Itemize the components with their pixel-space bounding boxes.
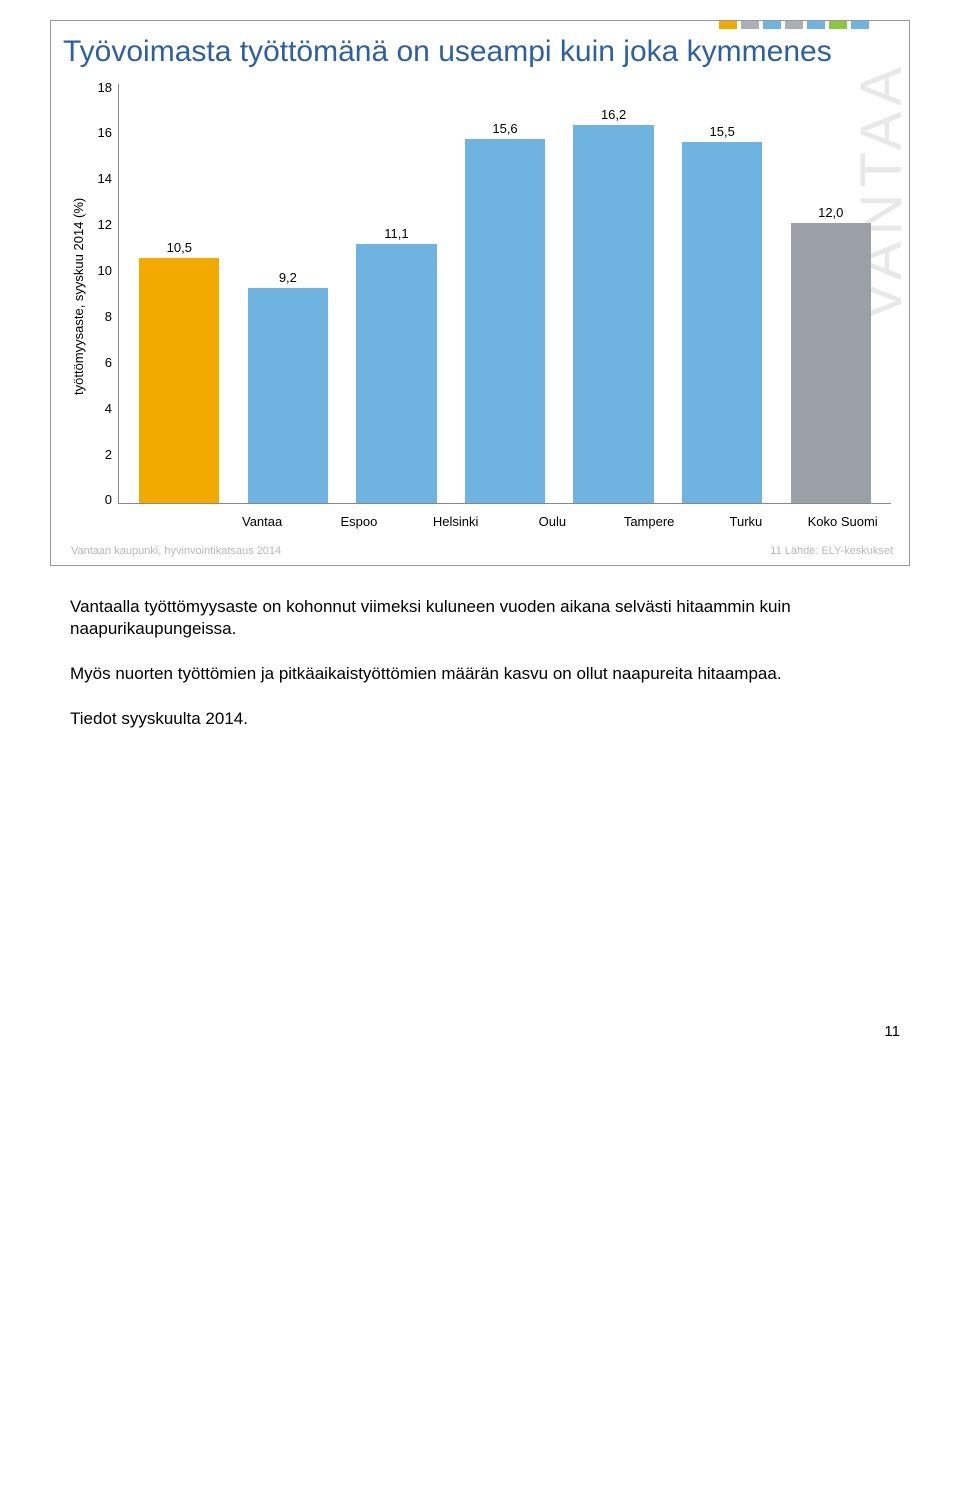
bar bbox=[139, 258, 219, 502]
bar-value-label: 15,6 bbox=[492, 121, 517, 136]
x-tick-label: Koko Suomi bbox=[794, 508, 891, 529]
strip-block bbox=[719, 21, 737, 29]
bar-slot: 12,0 bbox=[776, 84, 885, 503]
strip-block bbox=[763, 21, 781, 29]
y-tick-label: 6 bbox=[88, 355, 112, 370]
slide-frame: Työvoimasta työttömänä on useampi kuin j… bbox=[50, 20, 910, 566]
bar bbox=[248, 288, 328, 502]
slide-footer: Vantaan kaupunki, hyvinvointikatsaus 201… bbox=[59, 533, 901, 559]
strip-block bbox=[785, 21, 803, 29]
bar-slot: 16,2 bbox=[559, 84, 668, 503]
brand-color-strip bbox=[719, 21, 869, 29]
bar-slot: 10,5 bbox=[125, 84, 234, 503]
strip-block bbox=[807, 21, 825, 29]
bar-slot: 15,6 bbox=[451, 84, 560, 503]
slide-title: Työvoimasta työttömänä on useampi kuin j… bbox=[63, 35, 897, 70]
page-number: 11 bbox=[50, 763, 910, 1040]
y-tick-label: 0 bbox=[88, 492, 112, 507]
bar-value-label: 9,2 bbox=[279, 270, 297, 285]
y-tick-label: 12 bbox=[88, 217, 112, 232]
bars-container: 10,5 9,2 11,1 15,6 16,2 15,5 12,0 bbox=[119, 84, 891, 503]
bar-slot: 15,5 bbox=[668, 84, 777, 503]
y-axis-ticks: 0 2 4 6 8 10 12 14 16 18 bbox=[88, 80, 118, 508]
strip-block bbox=[829, 21, 847, 29]
bar-slot: 9,2 bbox=[234, 84, 343, 503]
y-tick-label: 18 bbox=[88, 80, 112, 95]
strip-block bbox=[741, 21, 759, 29]
footer-left: Vantaan kaupunki, hyvinvointikatsaus 201… bbox=[71, 545, 281, 557]
y-tick-label: 14 bbox=[88, 171, 112, 186]
y-axis-label: työttömyysaste, syyskuu 2014 (%) bbox=[69, 84, 88, 508]
x-tick-label: Tampere bbox=[601, 508, 698, 529]
paragraph: Vantaalla työttömyysaste on kohonnut vii… bbox=[70, 596, 890, 642]
bar-value-label: 15,5 bbox=[710, 124, 735, 139]
paragraph: Tiedot syyskuulta 2014. bbox=[70, 708, 890, 731]
bar-value-label: 12,0 bbox=[818, 205, 843, 220]
strip-block bbox=[851, 21, 869, 29]
x-tick-label: Turku bbox=[698, 508, 795, 529]
y-tick-label: 4 bbox=[88, 401, 112, 416]
footer-right: 11 Lähde: ELY-keskukset bbox=[770, 545, 893, 557]
x-tick-label: Oulu bbox=[504, 508, 601, 529]
chart-plot-area: 10,5 9,2 11,1 15,6 16,2 15,5 12,0 bbox=[118, 84, 891, 504]
bar bbox=[465, 139, 545, 502]
y-tick-label: 16 bbox=[88, 125, 112, 140]
body-text: Vantaalla työttömyysaste on kohonnut vii… bbox=[50, 566, 910, 764]
bar-value-label: 16,2 bbox=[601, 107, 626, 122]
y-tick-label: 2 bbox=[88, 447, 112, 462]
bar-value-label: 11,1 bbox=[384, 226, 408, 241]
bar-value-label: 10,5 bbox=[167, 240, 192, 255]
unemployment-bar-chart: työttömyysaste, syyskuu 2014 (%) 0 2 4 6 8 10… bbox=[59, 74, 901, 533]
y-tick-label: 8 bbox=[88, 309, 112, 324]
bar bbox=[573, 125, 653, 502]
x-axis-labels: VantaaEspooHelsinkiOuluTampereTurkuKoko … bbox=[117, 508, 891, 529]
bar bbox=[356, 244, 436, 502]
y-tick-label: 10 bbox=[88, 263, 112, 278]
x-tick-label: Helsinki bbox=[407, 508, 504, 529]
bar-slot: 11,1 bbox=[342, 84, 451, 503]
bar bbox=[791, 223, 871, 502]
x-tick-label: Espoo bbox=[311, 508, 408, 529]
page: Työvoimasta työttömänä on useampi kuin j… bbox=[0, 0, 960, 1070]
paragraph: Myös nuorten työttömien ja pitkäaikaisty… bbox=[70, 663, 890, 686]
x-tick-label: Vantaa bbox=[214, 508, 311, 529]
bar bbox=[682, 142, 762, 503]
